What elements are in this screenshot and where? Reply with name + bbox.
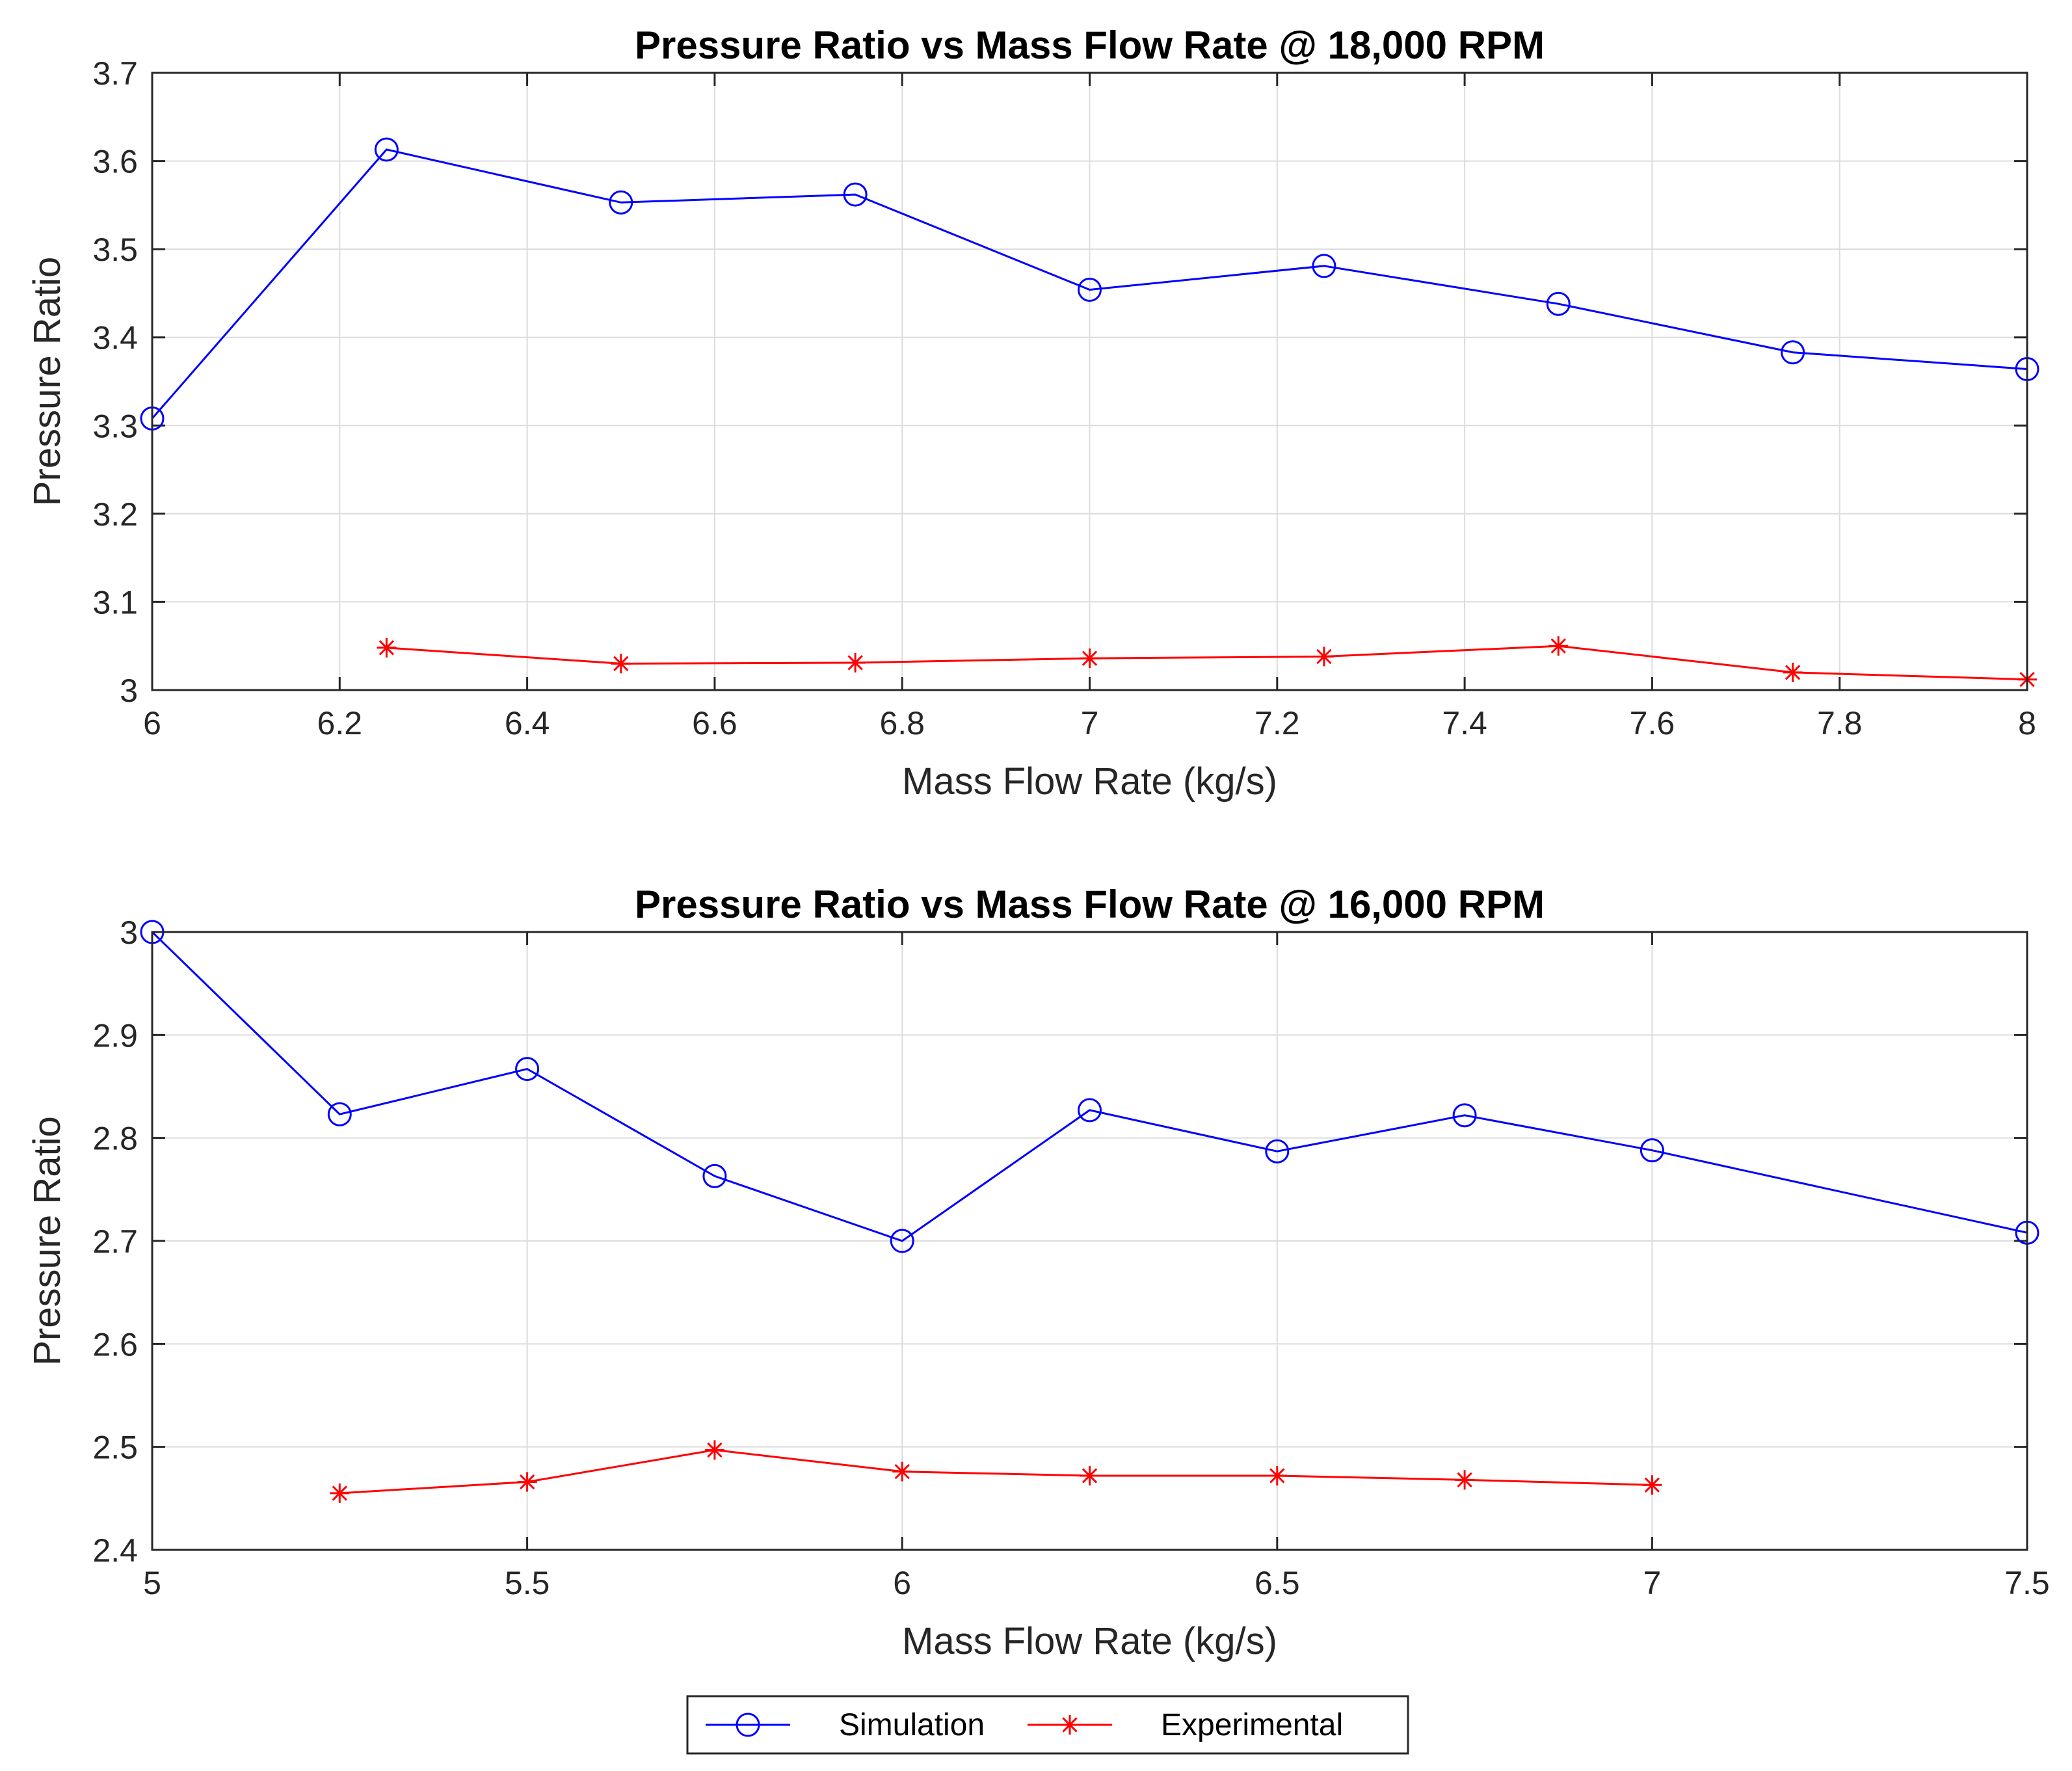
experimental-point — [330, 1483, 350, 1503]
x-tick-label: 7.6 — [1630, 705, 1675, 741]
x-tick-label: 6.6 — [692, 705, 737, 741]
chart-title: Pressure Ratio vs Mass Flow Rate @ 18,00… — [635, 23, 1545, 67]
simulation-point — [843, 182, 868, 207]
legend-asterisk-icon — [1060, 1715, 1080, 1735]
experimental-line — [386, 645, 2028, 681]
axes-18000-rpm: 6 6.2 6.4 6.6 6.8 7 7.2 7.4 7.6 7.8 8 3 3.1 3.2 3.3 3.4… — [26, 23, 2039, 803]
simulation-point — [1546, 291, 1571, 316]
x-tick-label: 7.5 — [2004, 1565, 2050, 1601]
legend: Simulation Experimental — [686, 1695, 1409, 1755]
x-tick-label: 5 — [143, 1565, 161, 1601]
simulation-point — [609, 190, 633, 215]
x-tick-label: 7 — [1643, 1565, 1661, 1601]
y-tick-label: 3.3 — [92, 408, 138, 444]
y-tick-label: 3.2 — [92, 496, 138, 533]
simulation-point — [515, 1057, 540, 1082]
axes-16000-rpm: 5 5.5 6 6.5 7 7.5 2.4 2.5 2.6 2.7 2.8 2.9 3 Pressure… — [26, 883, 2050, 1662]
y-tick-label: 3 — [120, 914, 138, 951]
simulation-point — [1078, 278, 1102, 302]
y-tick-label: 2.4 — [92, 1532, 138, 1569]
x-axis-label: Mass Flow Rate (kg/s) — [902, 1620, 1277, 1662]
x-tick-label: 6.8 — [879, 705, 925, 741]
x-tick-label: 6.4 — [505, 705, 550, 741]
axes-box — [151, 931, 2028, 1551]
x-tick-label: 6.5 — [1255, 1565, 1300, 1601]
y-tick-label: 2.7 — [92, 1223, 138, 1260]
experimental-point — [1642, 1475, 1662, 1495]
experimental-point — [845, 652, 866, 672]
experimental-line — [339, 1448, 1653, 1495]
x-tick-label: 6 — [143, 705, 161, 741]
simulation-line — [151, 148, 2028, 419]
experimental-point — [517, 1472, 537, 1492]
y-tick-label: 3.5 — [92, 232, 138, 268]
experimental-point — [1080, 1466, 1100, 1485]
x-tick-label: 7 — [1081, 705, 1099, 741]
simulation-point — [702, 1164, 727, 1188]
experimental-point — [1267, 1466, 1287, 1485]
experimental-point — [892, 1461, 912, 1482]
x-tick-label: 8 — [2018, 705, 2036, 741]
x-tick-label: 7.8 — [1817, 705, 1863, 741]
experimental-point — [377, 637, 397, 658]
y-tick-label: 3.6 — [92, 144, 138, 180]
y-axis-label: Pressure Ratio — [26, 1116, 68, 1366]
y-tick-label: 3.7 — [92, 55, 138, 92]
legend-experimental-label: Experimental — [1161, 1708, 1343, 1742]
simulation-point — [1452, 1103, 1477, 1128]
legend-simulation-marker — [736, 1712, 760, 1737]
simulation-point — [1078, 1098, 1102, 1123]
simulation-point — [327, 1102, 352, 1126]
simulation-point — [1781, 340, 1805, 365]
y-tick-label: 2.8 — [92, 1121, 138, 1157]
experimental-point — [704, 1440, 724, 1460]
experimental-point — [1080, 648, 1100, 669]
simulation-point — [890, 1229, 914, 1253]
chart-title: Pressure Ratio vs Mass Flow Rate @ 16,00… — [635, 883, 1545, 926]
legend-simulation-label: Simulation — [839, 1708, 985, 1742]
experimental-point — [1783, 662, 1803, 682]
simulation-point — [1312, 254, 1336, 278]
x-tick-label: 6.2 — [317, 705, 363, 741]
axes-box — [151, 72, 2028, 691]
y-tick-label: 3 — [120, 672, 138, 709]
y-tick-label: 3.1 — [92, 584, 138, 620]
legend-experimental-marker — [1060, 1715, 1080, 1735]
experimental-point — [1548, 636, 1569, 656]
y-axis-label: Pressure Ratio — [26, 257, 68, 507]
x-tick-label: 7.2 — [1255, 705, 1300, 741]
x-axis-label: Mass Flow Rate (kg/s) — [902, 760, 1277, 803]
y-tick-label: 2.9 — [92, 1017, 138, 1054]
y-tick-label: 2.5 — [92, 1430, 138, 1466]
x-tick-label: 5.5 — [505, 1565, 550, 1601]
experimental-point — [1314, 646, 1334, 667]
experimental-point — [1455, 1470, 1475, 1490]
simulation-point — [1265, 1139, 1290, 1164]
y-tick-label: 2.6 — [92, 1326, 138, 1363]
simulation-point — [374, 137, 399, 162]
x-tick-label: 7.4 — [1442, 705, 1487, 741]
simulation-line — [151, 931, 2028, 1242]
experimental-point — [611, 654, 631, 674]
y-tick-label: 3.4 — [92, 320, 138, 356]
simulation-point — [1640, 1138, 1664, 1163]
x-tick-label: 6 — [893, 1565, 911, 1601]
